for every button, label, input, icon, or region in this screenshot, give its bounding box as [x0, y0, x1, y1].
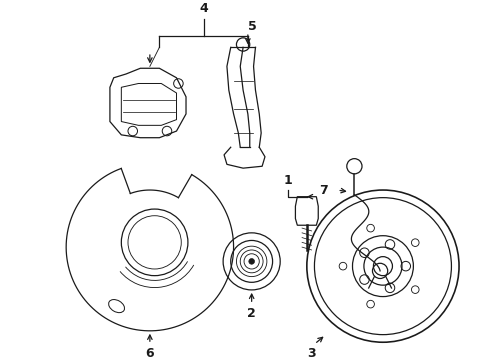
Text: 6: 6 — [146, 347, 154, 360]
Text: 5: 5 — [248, 20, 257, 33]
Text: 1: 1 — [283, 174, 292, 187]
Text: 2: 2 — [247, 307, 256, 320]
Circle shape — [249, 258, 254, 264]
Text: 7: 7 — [319, 184, 328, 197]
Text: 3: 3 — [307, 347, 316, 360]
Text: 4: 4 — [199, 2, 208, 15]
